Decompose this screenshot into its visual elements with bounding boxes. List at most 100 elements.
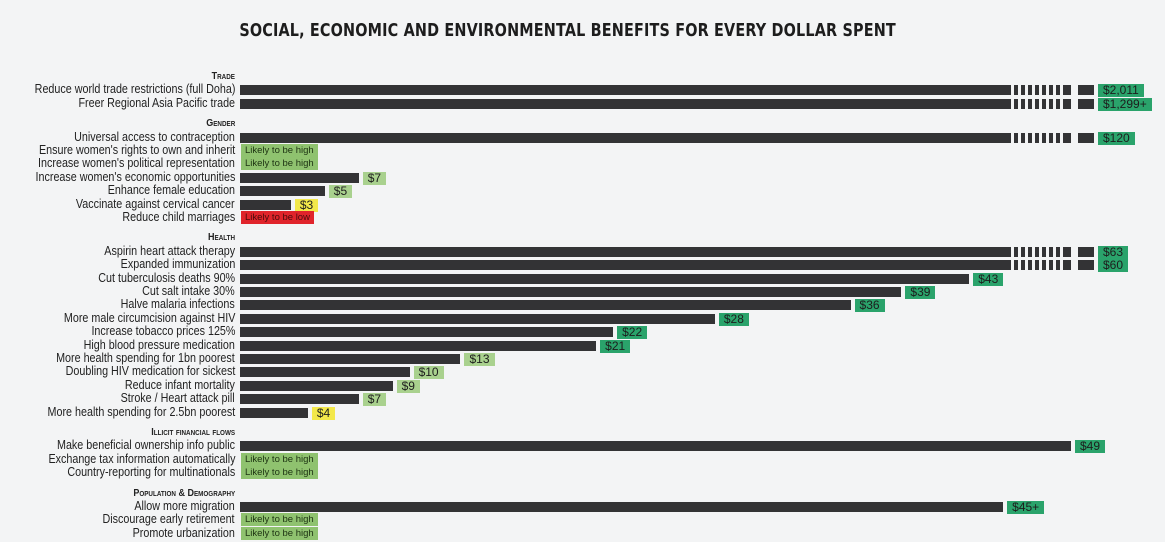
bar [240,247,1011,257]
row-label: Increase tobacco prices 125% [90,324,235,338]
value-label: $7 [362,172,387,185]
bar-break-segment [1021,260,1025,270]
status-badge: Likely to be high [241,157,318,170]
bar [240,173,359,183]
bar-break-segment [1042,260,1046,270]
bar [240,287,902,297]
bar [240,133,1011,143]
status-badge: Likely to be high [241,144,318,157]
bar-break-segment [1028,133,1032,143]
status-badge: Likely to be high [241,513,318,526]
bar-break-segment [1078,260,1094,270]
row-label: Discourage early retirement [102,512,235,526]
bar-break-segment [1056,99,1060,109]
value-label: $49 [1075,440,1106,453]
bar-break-segment [1021,99,1025,109]
row-label: Increase women's political representatio… [38,156,235,170]
row-label: Country-reporting for multinationals [67,465,235,479]
bar-break-segment [1063,260,1071,270]
value-label: $63 [1098,246,1129,259]
value-label: $5 [328,185,353,198]
bar-break-segment [1063,85,1071,95]
value-label: $9 [396,380,420,393]
bar-break-segment [1014,133,1018,143]
row-label: Promote urbanization [132,526,235,540]
bar-break-segment [1056,133,1060,143]
bar-break-segment [1049,133,1053,143]
bar-break-segment [1042,247,1046,257]
value-label: $4 [311,407,336,420]
value-label: $43 [973,273,1004,286]
row-label: Aspirin heart attack therapy [104,244,235,258]
status-badge: Likely to be high [241,527,318,540]
bar-break-segment [1056,260,1060,270]
bar [240,408,308,418]
value-label: $21 [600,340,631,353]
bar-break-segment [1063,247,1071,257]
bar-break-segment [1035,133,1039,143]
value-label: $45+ [1007,501,1045,514]
row-label: Ensure women's rights to own and inherit [38,143,235,157]
bar [240,394,359,404]
row-label: Universal access to contraception [74,130,235,144]
bar [240,354,461,364]
bar-break-segment [1042,99,1046,109]
bar-break-segment [1028,247,1032,257]
row-label: Allow more migration [134,499,235,513]
bar [240,502,1004,512]
row-label: High blood pressure medication [83,338,235,352]
row-label: Halve malaria infections [120,297,235,311]
value-label: $60 [1098,259,1129,272]
row-label: More male circumcision against HIV [63,311,235,325]
bar [240,367,410,377]
status-badge: Likely to be high [241,453,318,466]
bar-break-segment [1021,247,1025,257]
row-label: Freer Regional Asia Pacific trade [78,96,235,110]
row-label: Reduce child marriages [122,210,235,224]
value-label: $39 [905,286,936,299]
bar-break-segment [1056,85,1060,95]
bar [240,314,715,324]
bar [240,99,1011,109]
row-label: Expanded immunization [120,257,235,271]
bar [240,300,851,310]
bar-break-segment [1049,85,1053,95]
group-title-gender: Gender [205,118,235,130]
value-label: $36 [854,299,885,312]
bar-break-segment [1056,247,1060,257]
row-label: Increase women's economic opportunities [35,170,235,184]
group-title-trade: Trade [211,71,235,82]
bar-break-segment [1049,247,1053,257]
bar-break-segment [1049,260,1053,270]
bar-break-segment [1078,85,1094,95]
chart-title: SOCIAL, ECONOMIC AND ENVIRONMENTAL BENEF… [239,20,896,41]
bar [240,85,1011,95]
value-label: $1,299+ [1098,98,1152,111]
bar [240,341,597,351]
value-label: $120 [1098,132,1135,145]
value-label: $10 [413,366,444,379]
bar [240,200,291,210]
row-label: Cut salt intake 30% [142,284,235,298]
bar-break-segment [1078,247,1094,257]
row-label: Vaccinate against cervical cancer [76,197,235,211]
row-label: Enhance female education [107,183,235,197]
row-label: Make beneficial ownership info public [56,438,235,452]
bar-break-segment [1035,247,1039,257]
bar-break-segment [1078,133,1094,143]
bar-break-segment [1021,85,1025,95]
bar-break-segment [1078,99,1094,109]
row-label: Reduce infant mortality [125,378,235,392]
row-label: More health spending for 1bn poorest [56,351,235,365]
value-label: $28 [718,313,749,326]
bar-break-segment [1049,99,1053,109]
value-label: $2,011 [1098,84,1144,97]
bar-break-segment [1021,133,1025,143]
bar [240,274,970,284]
bar-break-segment [1014,247,1018,257]
status-badge: Likely to be high [241,466,318,479]
row-label: Stroke / Heart attack pill [120,391,235,405]
bar-break-segment [1028,85,1032,95]
row-label: Cut tuberculosis deaths 90% [98,271,235,285]
status-badge: Likely to be low [241,211,314,224]
